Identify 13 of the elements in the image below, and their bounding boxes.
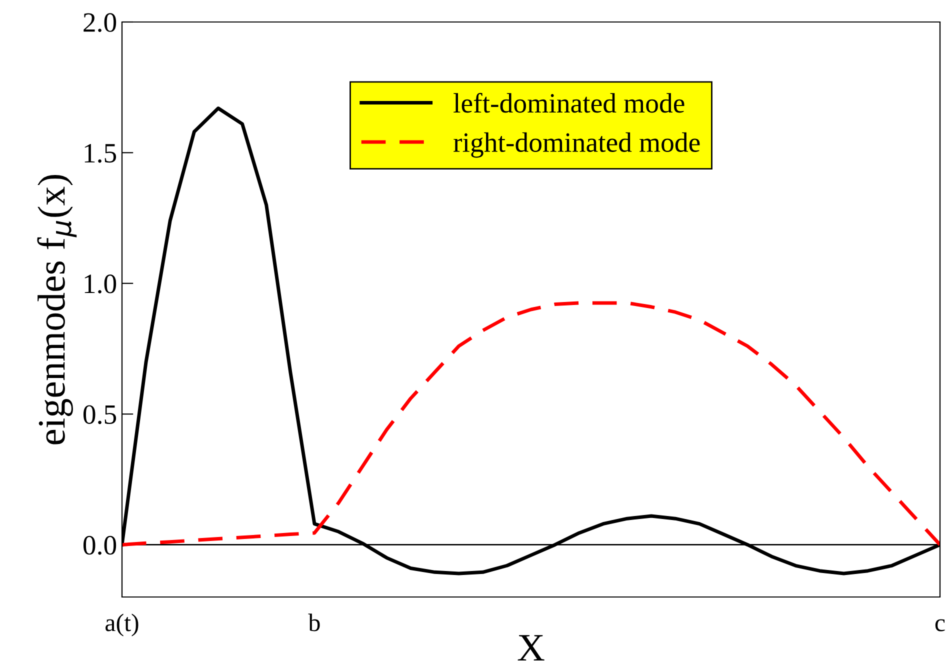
y-tick-label: 1.5 xyxy=(84,144,116,163)
x-tick-label: c xyxy=(935,619,945,632)
y-axis-title: eigenmodes f$_{μ}$(x) xyxy=(37,174,77,444)
x-axis-title: X xyxy=(518,635,544,661)
x-tick-label: b xyxy=(308,614,320,632)
legend-label: left-dominated mode xyxy=(454,92,684,113)
y-tick-label: 0.5 xyxy=(83,405,116,424)
x-tick-label: a(t) xyxy=(106,614,138,636)
y-tick-label: 1.0 xyxy=(84,274,116,294)
line-series xyxy=(122,301,940,546)
y-tick-label: 2.0 xyxy=(84,13,116,32)
legend-label: right-dominated mode xyxy=(454,132,700,158)
y-tick-label: 0.0 xyxy=(83,536,116,555)
